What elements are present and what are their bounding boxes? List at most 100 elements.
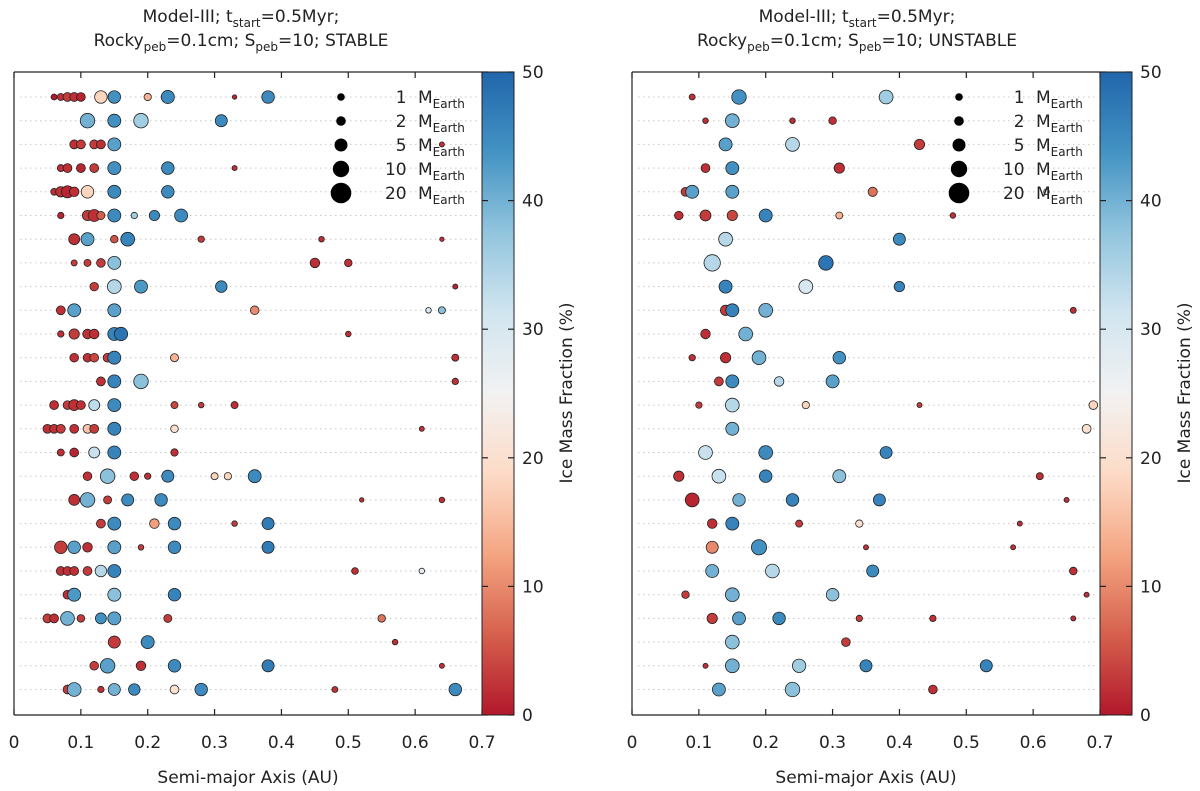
planet-point xyxy=(66,682,82,697)
planet-point xyxy=(95,612,107,625)
planet-point xyxy=(674,210,684,221)
points-left xyxy=(42,90,462,697)
planet-point xyxy=(82,471,93,481)
planet-point xyxy=(107,350,122,365)
planet-point xyxy=(107,255,122,270)
planet-point xyxy=(107,398,122,413)
colorbar-tick-label: 0 xyxy=(522,706,533,726)
planet-point xyxy=(866,564,880,578)
planet-point xyxy=(99,658,116,674)
x-tick-label: 0.3 xyxy=(201,733,228,753)
planet-point xyxy=(789,117,796,124)
planet-point xyxy=(772,611,786,626)
planet-point xyxy=(107,540,122,555)
planet-point xyxy=(703,254,721,272)
legend-label: 10 MEarth xyxy=(1003,160,1083,183)
planet-point xyxy=(725,374,740,389)
planet-point xyxy=(791,658,807,673)
planet-point xyxy=(261,540,275,554)
planet-point xyxy=(949,212,957,219)
planet-point xyxy=(167,540,182,554)
planet-point xyxy=(795,519,804,528)
planet-point xyxy=(96,139,106,150)
planet-point xyxy=(94,90,108,104)
planet-point xyxy=(88,446,101,459)
planet-point xyxy=(832,351,846,365)
left-title-line1: Model-III; tstart=0.5Myr; xyxy=(143,7,340,30)
planet-point xyxy=(170,353,179,363)
planet-point xyxy=(107,137,122,152)
planet-point xyxy=(758,208,773,223)
planet-point xyxy=(1035,472,1044,481)
legend-size-marker xyxy=(330,182,352,204)
legend-size-marker xyxy=(332,160,350,178)
planet-point xyxy=(759,469,773,483)
colorbar-left-label: Ice Mass Fraction (%) xyxy=(557,302,577,483)
planet-point xyxy=(89,423,100,434)
planet-point xyxy=(706,612,718,624)
planet-point xyxy=(261,90,275,104)
planet-point xyxy=(160,90,175,104)
x-tick-label: 0.2 xyxy=(134,733,161,753)
planet-point xyxy=(82,566,93,576)
planet-point xyxy=(855,519,864,528)
planet-point xyxy=(705,540,719,554)
legend-size-marker xyxy=(950,160,968,178)
planet-point xyxy=(169,684,180,695)
planet-point xyxy=(121,493,135,507)
planet-point xyxy=(673,470,685,482)
legend-size-marker xyxy=(948,182,970,204)
planet-point xyxy=(309,257,321,269)
planet-point xyxy=(1043,188,1050,195)
planet-point xyxy=(107,564,122,578)
planet-point xyxy=(724,587,740,603)
planet-point xyxy=(69,423,80,434)
planet-point xyxy=(57,330,65,338)
planet-point xyxy=(438,141,445,148)
right-x-label: Semi-major Axis (AU) xyxy=(775,768,956,788)
planet-point xyxy=(69,447,80,458)
planet-point xyxy=(134,279,148,294)
legend-label: 2 MEarth xyxy=(396,112,465,135)
points-right xyxy=(673,89,1099,698)
planet-point xyxy=(154,493,168,507)
planet-point xyxy=(50,93,58,101)
planet-point xyxy=(798,279,814,294)
x-tick-label: 0.3 xyxy=(819,733,846,753)
planet-point xyxy=(96,376,106,387)
planet-point xyxy=(133,113,149,129)
colorbar-right-gradient xyxy=(1099,71,1133,716)
legend-size-marker xyxy=(954,116,964,126)
x-tick-label: 0.5 xyxy=(335,733,362,753)
planet-point xyxy=(89,281,99,292)
planet-point xyxy=(699,209,712,222)
planet-point xyxy=(135,660,147,671)
planet-point xyxy=(107,421,122,436)
planet-point xyxy=(702,662,709,669)
planet-point xyxy=(425,307,432,314)
planet-point xyxy=(391,638,399,646)
planet-point xyxy=(107,374,122,389)
planet-point xyxy=(170,424,179,433)
planet-point xyxy=(784,681,801,698)
planet-point xyxy=(55,305,66,316)
planet-point xyxy=(344,258,353,268)
planet-point xyxy=(89,352,99,363)
planet-point xyxy=(725,421,740,436)
planet-point xyxy=(688,93,696,101)
planet-point xyxy=(214,114,228,128)
planet-point xyxy=(439,236,445,242)
right-panel: Model-III; tstart=0.5Myr; Rockypeb=0.1cm… xyxy=(627,7,1114,788)
planet-point xyxy=(863,544,869,551)
planet-point xyxy=(69,352,79,363)
planet-point xyxy=(714,376,724,387)
planet-point xyxy=(718,137,733,152)
planet-point xyxy=(785,137,800,152)
planet-point xyxy=(681,590,690,599)
planet-point xyxy=(210,472,219,481)
legend-size-marker xyxy=(334,138,348,152)
planet-point xyxy=(70,259,78,267)
planet-point xyxy=(107,445,122,460)
left-panel: Model-III; tstart=0.5Myr; Rockypeb=0.1cm… xyxy=(9,7,496,788)
